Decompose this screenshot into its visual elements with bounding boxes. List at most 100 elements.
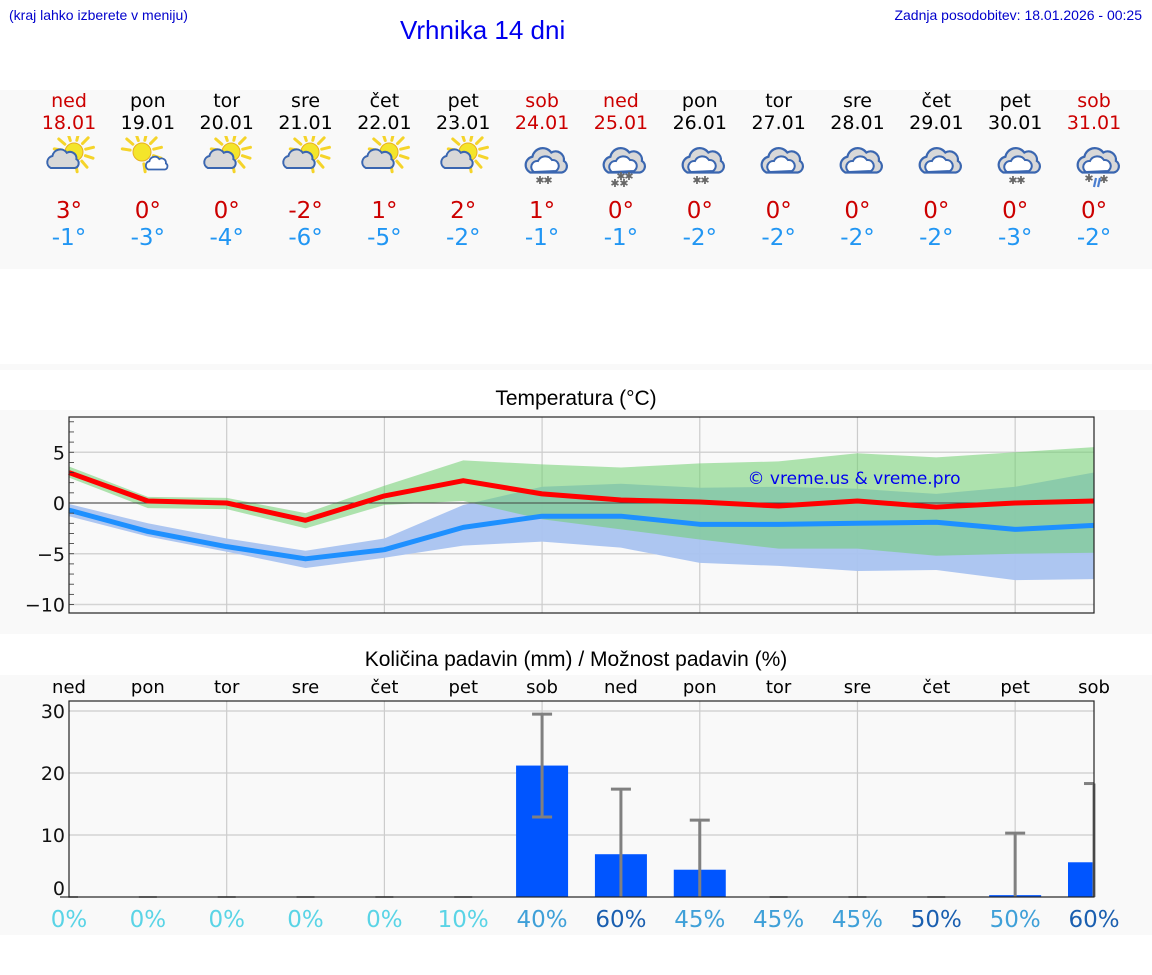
day-label: pet xyxy=(1000,677,1030,698)
day-date: 28.01 xyxy=(830,112,885,134)
y-tick-label: 0 xyxy=(53,493,65,515)
day-date: 27.01 xyxy=(751,112,806,134)
precip-probability: 0% xyxy=(366,907,403,933)
min-temp: -2° xyxy=(761,225,796,251)
day-name: pet xyxy=(447,90,479,112)
cloud-light-snow-icon: ✱ ✱ xyxy=(515,136,571,188)
svg-text:✱: ✱ xyxy=(693,174,702,187)
max-range-band xyxy=(69,447,1094,556)
day-name: sre xyxy=(291,90,321,112)
sun-cloud-icon xyxy=(42,131,98,188)
svg-text:✱: ✱ xyxy=(620,177,629,188)
day-label: čet xyxy=(922,677,950,698)
cloud-icon xyxy=(830,136,886,188)
svg-text:✱: ✱ xyxy=(1016,174,1025,187)
day-name: čet xyxy=(369,90,400,112)
max-temp-line xyxy=(68,470,1095,523)
cloud-light-snow-icon: ✱ ✱ xyxy=(672,136,728,188)
max-temp: 0° xyxy=(844,198,871,224)
max-temp: 0° xyxy=(1080,198,1108,224)
precip-probability: 50% xyxy=(990,907,1041,933)
max-temp: 0° xyxy=(686,198,713,224)
sun-cloud-icon xyxy=(199,131,255,188)
day-name: pet xyxy=(999,90,1031,112)
min-temp: -2° xyxy=(1076,225,1112,251)
day-label: sre xyxy=(844,677,871,698)
min-temp: -5° xyxy=(367,225,402,251)
day-date: 20.01 xyxy=(199,112,254,134)
precipitation-chart: ned pon tor sre čet pet sob ned pon tor sre čet pet s… xyxy=(41,677,1120,933)
max-temp: 0° xyxy=(607,198,634,224)
location-hint: (kraj lahko izberete v meniju) xyxy=(9,7,188,23)
day-name: pon xyxy=(681,90,718,112)
watermark: © vreme.us & vreme.pro xyxy=(747,469,960,489)
max-temp: 0° xyxy=(765,198,792,224)
day-label: sob xyxy=(526,677,558,698)
day-label: pon xyxy=(683,677,717,698)
day-name: čet xyxy=(921,90,952,112)
daily-forecast-panel: ned 18.01 3° -1° pon 19.01 0° -3° tor 20.01 0° -4° s… xyxy=(0,90,1152,269)
y-tick-label: 30 xyxy=(41,701,65,723)
min-temp: -2° xyxy=(919,225,954,251)
precip-probability: 45% xyxy=(674,907,725,933)
y-tick-label: −10 xyxy=(25,595,65,617)
svg-text:✱: ✱ xyxy=(1008,174,1017,187)
sun-cloud-icon xyxy=(278,131,334,188)
precip-probability: 0% xyxy=(208,907,245,933)
precip-probability: 10% xyxy=(438,907,489,933)
precip-probability: 45% xyxy=(753,907,804,933)
day-name: ned xyxy=(51,90,87,112)
cloud-icon xyxy=(751,136,807,188)
min-temp: -1° xyxy=(524,225,560,251)
plot-frame xyxy=(68,700,1095,898)
cloud-snow-icon: ✱ ✱ ✱ ✱ xyxy=(593,136,649,190)
max-temp: 0° xyxy=(213,198,240,224)
max-temp: -2° xyxy=(288,198,323,224)
day-label: tor xyxy=(766,677,792,698)
y-tick-label: 5 xyxy=(53,442,65,464)
min-temp: -2° xyxy=(446,225,481,251)
precip-probability: 0% xyxy=(51,907,88,933)
max-temp: 3° xyxy=(55,198,83,224)
day-label: ned xyxy=(52,677,86,698)
cloud-sleet-icon: ✱ ✱ xyxy=(1067,136,1123,188)
precip-probability: 0% xyxy=(130,907,167,933)
plot-frame xyxy=(68,416,1095,614)
sun-cloud-icon xyxy=(436,131,492,188)
day-label: ned xyxy=(604,677,638,698)
max-temp: 1° xyxy=(529,198,556,224)
day-date: 25.01 xyxy=(593,112,649,134)
max-temp: 0° xyxy=(134,198,161,224)
day-date: 24.01 xyxy=(514,112,570,134)
min-temp: -1° xyxy=(603,225,639,251)
precip-probability: 0% xyxy=(287,907,324,933)
temperature-chart: 5 0 −5 −10 © vreme.us & vreme.pro xyxy=(25,416,1095,617)
day-name: sob xyxy=(1077,90,1111,112)
min-temp: -2° xyxy=(682,225,718,251)
temperature-chart-title: Temperatura (°C) xyxy=(495,387,657,410)
svg-text:✱: ✱ xyxy=(611,177,620,188)
sun-cloud-icon xyxy=(357,131,413,188)
precip-probability: 40% xyxy=(517,907,568,933)
cloud-light-snow-icon: ✱ ✱ xyxy=(988,136,1044,188)
precip-probability: 60% xyxy=(595,907,646,933)
cloud-icon xyxy=(909,136,965,188)
day-date: 18.01 xyxy=(41,112,97,134)
day-date: 19.01 xyxy=(120,112,176,134)
page-title: Vrhnika 14 dni xyxy=(400,15,566,45)
day-label: sob xyxy=(1078,677,1110,698)
day-name: ned xyxy=(603,90,639,112)
divider xyxy=(0,364,1152,370)
precip-bar xyxy=(1068,862,1094,897)
day-name: tor xyxy=(765,90,793,112)
day-date: 22.01 xyxy=(357,112,412,134)
y-tick-label: 20 xyxy=(41,763,65,785)
day-date: 23.01 xyxy=(436,112,491,134)
min-temp-line xyxy=(68,507,1095,562)
day-date: 29.01 xyxy=(909,112,964,134)
max-temp: 0° xyxy=(923,198,950,224)
max-temp: 0° xyxy=(1002,198,1029,224)
max-temp: 1° xyxy=(371,198,398,224)
day-date: 21.01 xyxy=(278,112,333,134)
precip-probability: 50% xyxy=(911,907,962,933)
